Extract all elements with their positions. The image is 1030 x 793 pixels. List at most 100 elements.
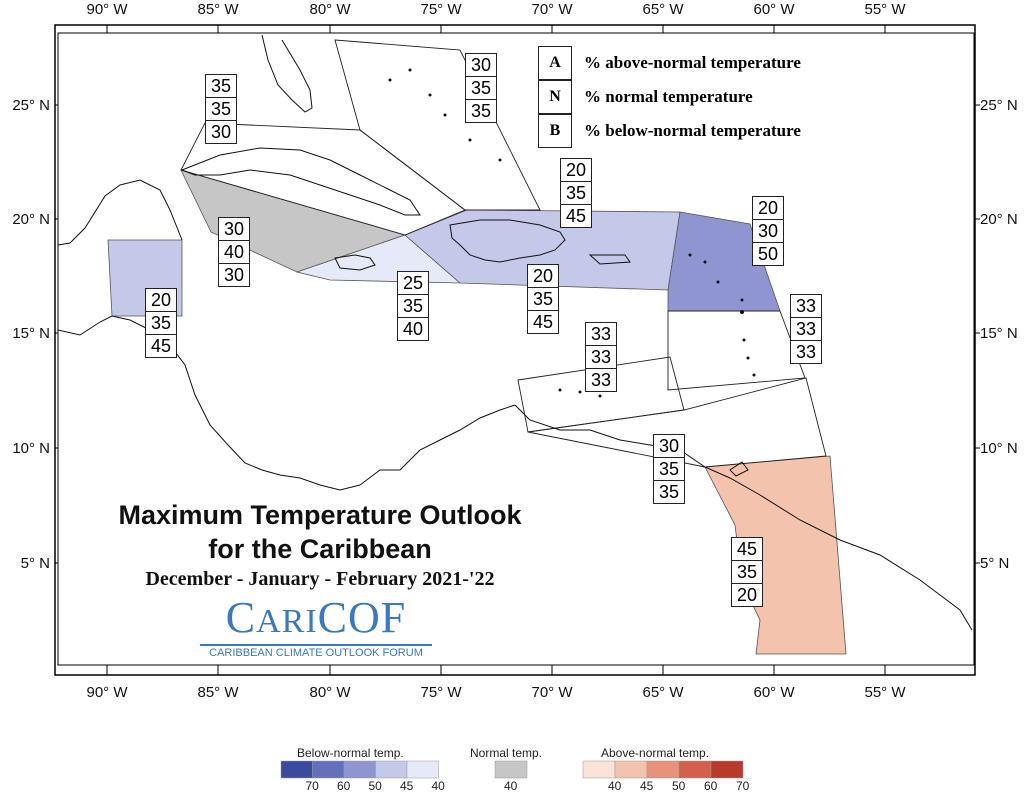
prob-below: 45 <box>532 312 554 332</box>
legend-swatch <box>710 760 744 779</box>
prob-box-hispaniola-south: 20 35 45 <box>527 264 559 334</box>
shaded-regions <box>107 169 847 655</box>
key-letter: B <box>538 113 572 148</box>
small-islands <box>388 68 756 398</box>
legend-tick-label: 50 <box>672 779 686 793</box>
logo-subtitle: CARIBBEAN CLIMATE OUTLOOK FORUM <box>200 644 432 659</box>
key-text: % below-normal temperature <box>584 121 801 140</box>
prob-box-jamaica: 25 35 40 <box>397 271 429 341</box>
legend-swatch <box>582 760 616 779</box>
latitude-label: 5° N <box>21 555 50 572</box>
prob-normal: 33 <box>791 318 821 341</box>
longitude-labels-bottom: 90° W 85° W 80° W 75° W 70° W 65° W 60° W 55° W <box>86 684 906 701</box>
prob-normal: 35 <box>466 77 496 100</box>
prob-below: 50 <box>757 244 779 264</box>
axis-ticks <box>55 25 980 675</box>
prob-below: 45 <box>565 206 587 226</box>
latitude-label: 10° N <box>980 440 1018 457</box>
prob-above: 30 <box>466 54 496 77</box>
prob-below: 40 <box>402 319 424 339</box>
key-text: % above-normal temperature <box>584 53 801 72</box>
legend-tick-label: 40 <box>608 779 622 793</box>
prob-box-abc-islands: 33 33 33 <box>585 322 617 392</box>
prob-normal: 35 <box>146 312 176 335</box>
latitude-label: 20° N <box>12 211 50 228</box>
longitude-label: 70° W <box>531 1 573 18</box>
legend-title-above: Above-normal temp. <box>601 746 710 760</box>
key-row-above: A % above-normal temperature <box>538 45 801 80</box>
longitude-label: 55° W <box>864 684 906 701</box>
legend-swatch <box>678 760 712 779</box>
longitude-label: 90° W <box>86 684 128 701</box>
latitude-label: 15° N <box>980 325 1018 342</box>
legend-swatch <box>375 760 408 779</box>
prob-normal: 35 <box>528 288 558 311</box>
key: A % above-normal temperature N % normal … <box>538 45 801 148</box>
longitude-label: 75° W <box>420 684 462 701</box>
longitude-label: 70° W <box>531 684 573 701</box>
longitude-label: 60° W <box>753 684 795 701</box>
longitude-label: 60° W <box>753 1 795 18</box>
prob-above: 33 <box>791 295 821 318</box>
prob-normal: 30 <box>753 220 783 243</box>
map-inner-frame <box>57 32 975 666</box>
logo-wordmark: CARICOF <box>225 593 407 642</box>
prob-above: 25 <box>398 272 428 295</box>
prob-normal: 33 <box>586 346 616 369</box>
caricof-logo: CARICOF CARIBBEAN CLIMATE OUTLOOK FORUM <box>200 596 432 659</box>
key-row-below: B % below-normal temperature <box>538 113 801 148</box>
legend-swatch <box>406 760 439 779</box>
legend-tick-label: 45 <box>640 779 654 793</box>
legend-tick-label: 70 <box>305 779 319 793</box>
legend-tick-label: 70 <box>736 779 750 793</box>
prob-box-western-caribbean: 30 40 30 <box>218 217 250 287</box>
prob-normal: 40 <box>219 241 249 264</box>
prob-box-hispaniola-north: 20 35 45 <box>560 158 592 228</box>
longitude-label: 85° W <box>197 684 239 701</box>
latitude-label: 25° N <box>12 97 50 114</box>
prob-normal: 35 <box>398 295 428 318</box>
title-line-2: for the Caribbean <box>208 534 432 564</box>
longitude-label: 85° W <box>197 1 239 18</box>
map-title: Maximum Temperature Outlook for the Cari… <box>60 498 580 591</box>
prob-box-bahamas: 30 35 35 <box>465 53 497 123</box>
prob-normal: 35 <box>732 561 762 584</box>
latitude-label: 25° N <box>980 97 1018 114</box>
legend-tick-label: 60 <box>337 779 351 793</box>
latitude-labels-left: 25° N 20° N 15° N 10° N 5° N <box>12 97 50 572</box>
longitude-label: 75° W <box>420 1 462 18</box>
prob-below: 33 <box>795 342 817 362</box>
longitude-label: 80° W <box>309 684 351 701</box>
prob-above: 33 <box>586 323 616 346</box>
prob-box-belize: 20 35 45 <box>145 288 177 358</box>
legend-tick-label: 40 <box>504 779 518 793</box>
latitude-label: 15° N <box>12 325 50 342</box>
legend-swatch <box>494 760 528 779</box>
prob-below: 33 <box>590 370 612 390</box>
color-legend <box>280 760 744 779</box>
legend-swatch <box>312 760 345 779</box>
latitude-label: 10° N <box>12 440 50 457</box>
prob-above: 20 <box>146 289 176 312</box>
key-letter: N <box>538 79 572 114</box>
prob-below: 35 <box>658 482 680 502</box>
region-guianas <box>704 455 847 655</box>
prob-above: 20 <box>561 159 591 182</box>
longitude-label: 90° W <box>86 1 128 18</box>
legend-tick-label: 50 <box>368 779 382 793</box>
prob-box-cuba: 35 35 30 <box>205 74 237 144</box>
prob-normal: 35 <box>206 98 236 121</box>
prob-box-trinidad-tobago: 30 35 35 <box>653 434 685 504</box>
prob-below: 45 <box>150 336 172 356</box>
legend-swatch <box>280 760 313 779</box>
key-row-normal: N % normal temperature <box>538 79 801 114</box>
prob-box-windward-islands: 33 33 33 <box>790 294 822 364</box>
prob-box-leeward-islands: 20 30 50 <box>752 196 784 266</box>
longitude-label: 80° W <box>309 1 351 18</box>
prob-above: 30 <box>654 435 684 458</box>
longitude-label: 65° W <box>642 684 684 701</box>
latitude-label: 5° N <box>980 555 1009 572</box>
prob-below: 30 <box>210 122 232 142</box>
legend-swatch <box>343 760 376 779</box>
